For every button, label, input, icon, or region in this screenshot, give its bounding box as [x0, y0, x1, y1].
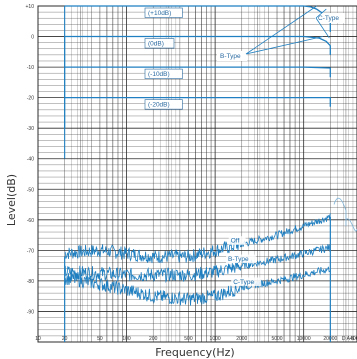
- level-box-label: (-10dB): [148, 71, 170, 78]
- curve-label-bg: [231, 277, 261, 286]
- curve-label-bg: [226, 254, 256, 264]
- x-axis-label: Frequency(Hz): [155, 346, 234, 359]
- level-curve: [64, 96, 331, 107]
- chart-grid: [37, 5, 357, 343]
- level-curve: [64, 66, 331, 78]
- x-tick-label: 2000: [236, 336, 247, 342]
- x-tick-label: 100: [122, 336, 131, 342]
- y-tick-label: +10: [26, 4, 35, 10]
- x-tick-label: 1000: [210, 336, 221, 342]
- level-curve: [64, 5, 331, 32]
- y-tick-label: -10: [27, 65, 34, 71]
- level-box: [144, 7, 183, 18]
- curve-label-bg: [228, 236, 246, 245]
- x-tick-label: 50: [97, 336, 103, 342]
- x-tick-label: 5000: [271, 336, 282, 342]
- x-tick-label: 10000: [297, 336, 311, 342]
- y-tick-label: -30: [27, 126, 34, 132]
- x-tick-label: 40000: [350, 336, 357, 342]
- level-box: [144, 99, 183, 110]
- y-tick-label: 0: [31, 35, 34, 41]
- level-box: [144, 38, 175, 49]
- faded-curve: [345, 218, 357, 232]
- annotation-b-type: B-Type: [220, 53, 241, 60]
- chart-curves: [64, 5, 357, 342]
- cropped-tick-label: D A B C: [342, 336, 357, 342]
- x-tick-label: 200: [149, 336, 158, 342]
- noise-curve: [64, 244, 331, 284]
- y-tick-label: -50: [27, 187, 34, 193]
- annotation-arrow: [245, 5, 317, 55]
- level-box-label: (0dB): [148, 41, 164, 48]
- curve-label: C-Type: [233, 279, 254, 286]
- y-tick-label: -40: [27, 157, 34, 163]
- x-tick-label: 500: [184, 336, 193, 342]
- plot-frame: [37, 5, 357, 343]
- y-tick-label: -60: [27, 218, 34, 224]
- annotation-arrow: [245, 36, 324, 55]
- annotation-bg: [217, 51, 247, 61]
- x-tick-label: 10: [35, 336, 41, 342]
- annotation-arrow: [315, 8, 327, 19]
- curve-label: B-Type: [228, 256, 249, 263]
- y-tick-label: -20: [27, 96, 34, 102]
- curve-label: Off: [231, 238, 240, 245]
- level-box-label: (+10dB): [148, 10, 171, 17]
- chart-ticks: +10 0 -10 -20 -30 -40 -50 -60 -70 -80 -90 10 20 50 100…: [26, 4, 357, 342]
- level-box: [144, 68, 183, 79]
- x-tick-label: 20: [62, 336, 68, 342]
- y-tick-label: -80: [27, 279, 34, 285]
- y-tick-label: -90: [27, 309, 34, 315]
- level-curve: [64, 35, 331, 55]
- x-tick-label: 20000: [323, 336, 337, 342]
- y-axis-label: Level(dB): [5, 174, 18, 226]
- faded-curve: [333, 197, 347, 226]
- annotation-arrow: [315, 17, 330, 39]
- annotation-bg: [315, 13, 345, 23]
- chart-labels: (+10dB) (0dB) (-10dB) (-20dB) C-Type B-Type Of…: [144, 5, 345, 286]
- level-box-label: (-20dB): [148, 102, 170, 109]
- noise-curve: [64, 213, 331, 264]
- y-tick-label: -70: [27, 248, 34, 254]
- annotation-c-type: C-Type: [318, 15, 339, 22]
- noise-curve: [64, 266, 331, 306]
